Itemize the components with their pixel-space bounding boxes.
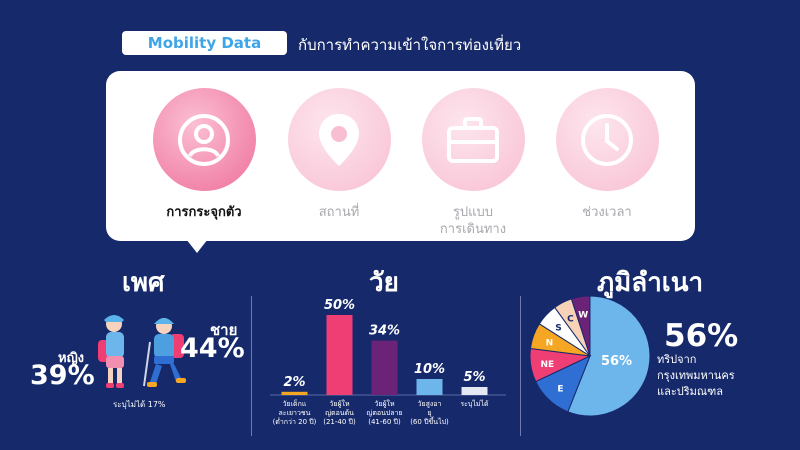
male-value: 44% (180, 333, 245, 364)
category-label: รูปแบบ การเดินทาง (439, 205, 507, 237)
gender-unspecified-note: ระบุไม่ได้ 17% (113, 400, 166, 409)
origin-highlight-caption: ทริปจาก กรุงเทพมหานคร และปริมณฑล (657, 353, 735, 398)
category-label: การกระจุกตัว (166, 205, 242, 220)
age-bar (461, 387, 488, 395)
bar-category-label: วัยสูงอายุ(60 ปีขึ้นไป) (410, 400, 449, 426)
section-title-origin: ภูมิลำเนา (597, 268, 704, 298)
category-label: สถานที่ (318, 205, 360, 220)
origin-pie-chart: 56% E NE NSC W (529, 295, 651, 417)
clock-icon (555, 88, 659, 191)
female-label: หญิง (58, 351, 84, 366)
person-icon (152, 88, 256, 191)
pie-slice-label: NE (540, 360, 554, 370)
header: Mobility Data กับการทำความเข้าใจการท่องเ… (122, 31, 572, 55)
category-card: การกระจุกตัว สถานที่ รูปแบบ การเดินทาง ช… (106, 71, 695, 241)
age-bar (416, 379, 443, 395)
bar-category-label: วัยผู้ใหญ่ตอนต้น(21-40 ปี) (323, 399, 356, 426)
age-bar (326, 315, 353, 395)
travelers-illustration (98, 315, 186, 388)
pie-slice-label: N (546, 338, 554, 348)
female-value: 39% (30, 360, 95, 391)
category-travel-mode[interactable]: รูปแบบ การเดินทาง (403, 88, 543, 238)
bar-value-label: 34% (369, 324, 400, 339)
category-label: ช่วงเวลา (582, 205, 632, 220)
pie-slice-label: W (578, 310, 588, 320)
bar-category-label: ระบุไม่ได้ (460, 399, 488, 408)
divider (520, 296, 521, 436)
category-concentration[interactable]: การกระจุกตัว (134, 88, 274, 221)
mobility-data-pill: Mobility Data (122, 31, 287, 55)
bar-value-label: 5% (463, 370, 485, 385)
location-pin-icon (287, 88, 391, 191)
age-bar (281, 391, 308, 395)
origin-highlight-value: 56% (664, 318, 739, 354)
pie-slice (570, 295, 591, 357)
section-title-age: วัย (369, 268, 399, 298)
pie-slice-label: C (567, 315, 574, 325)
pie-slice-label: S (555, 323, 561, 333)
pie-slice-label: 56% (601, 354, 632, 369)
category-time[interactable]: ช่วงเวลา (537, 88, 677, 221)
header-subtitle: กับการทำความเข้าใจการท่องเที่ยว (298, 36, 522, 54)
pie-slice (567, 295, 651, 417)
age-bar-chart: 2% วัยเด็กและเยาวชน(ต่ำกว่า 20 ปี) 50% วัยผ… (270, 298, 506, 426)
card-pointer (186, 239, 208, 253)
briefcase-icon (421, 88, 525, 191)
bar-category-label: วัยผู้ใหญ่ตอนปลาย(41-60 ปี) (366, 399, 402, 426)
category-place[interactable]: สถานที่ (269, 88, 409, 221)
section-title-gender: เพศ (122, 268, 165, 298)
bar-value-label: 2% (283, 375, 305, 390)
divider (251, 296, 252, 436)
male-label: ชาย (210, 321, 238, 339)
bar-value-label: 10% (414, 362, 445, 377)
bar-value-label: 50% (324, 298, 355, 313)
bar-category-label: วัยเด็กและเยาวชน(ต่ำกว่า 20 ปี) (273, 399, 317, 426)
age-bar (371, 340, 398, 395)
pie-slice-label: E (557, 384, 563, 394)
